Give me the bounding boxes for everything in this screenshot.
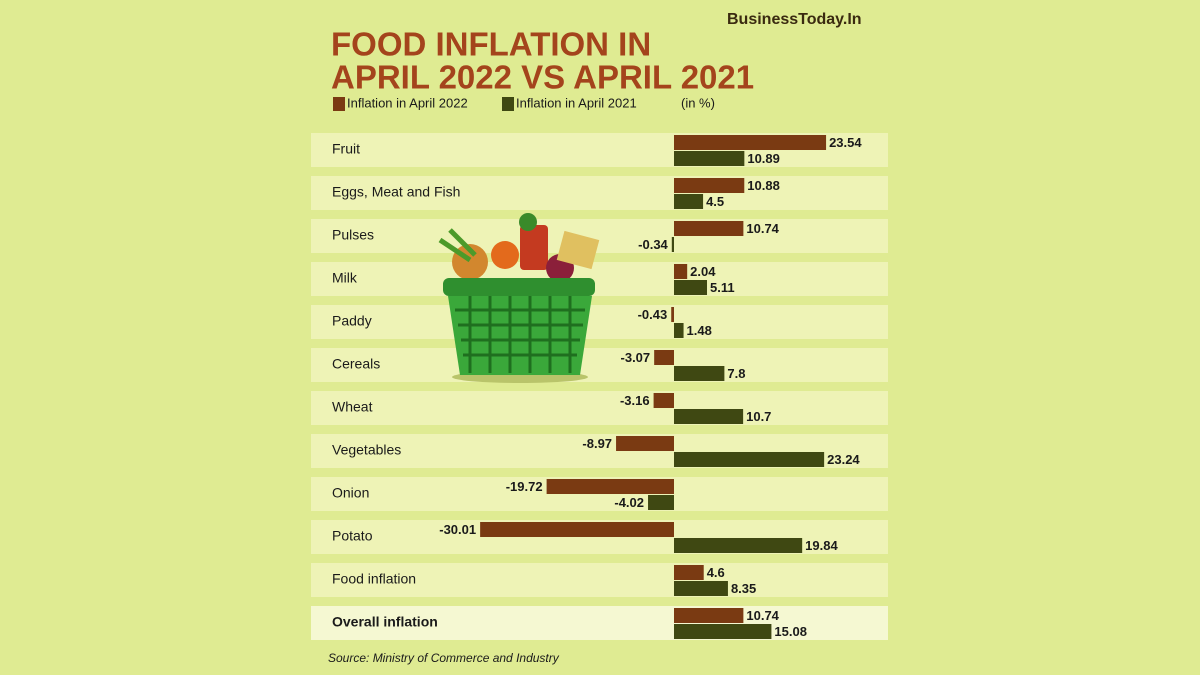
row-band (311, 606, 888, 640)
basket-illustration (438, 213, 600, 383)
row-band (311, 348, 888, 382)
legend-swatch (333, 97, 345, 111)
chart-title: FOOD INFLATION IN (331, 26, 651, 63)
value-label: 10.88 (747, 178, 780, 193)
value-label: 10.74 (746, 608, 779, 623)
row-band (311, 391, 888, 425)
category-label: Wheat (332, 399, 373, 415)
chart-title: APRIL 2022 VS APRIL 2021 (331, 59, 754, 96)
category-label: Onion (332, 485, 369, 501)
bar (654, 350, 674, 365)
bar (674, 538, 803, 553)
category-label: Potato (332, 528, 373, 544)
bar (653, 393, 674, 408)
row-band (311, 176, 888, 210)
value-label: 19.84 (805, 538, 838, 553)
value-label: 15.08 (774, 624, 807, 639)
value-label: -30.01 (439, 522, 476, 537)
brand: BusinessToday.In (727, 11, 862, 28)
value-label: -3.07 (621, 350, 651, 365)
bar (674, 608, 744, 623)
value-label: -8.97 (582, 436, 612, 451)
value-label: 4.5 (706, 194, 724, 209)
legend-label: Inflation in April 2022 (347, 95, 468, 110)
value-label: 4.6 (707, 565, 725, 580)
bar (674, 178, 745, 193)
bar (674, 135, 827, 150)
category-label: Milk (332, 270, 358, 286)
value-label: 10.7 (746, 409, 771, 424)
legend-swatch (502, 97, 514, 111)
value-label: -19.72 (506, 479, 543, 494)
value-label: -3.16 (620, 393, 650, 408)
bar (480, 522, 674, 537)
category-label: Vegetables (332, 442, 401, 458)
value-label: 2.04 (690, 264, 716, 279)
category-label: Pulses (332, 227, 374, 243)
bar (648, 495, 674, 510)
bar (674, 221, 744, 236)
value-label: -4.02 (614, 495, 644, 510)
category-label: Eggs, Meat and Fish (332, 184, 460, 200)
row-band (311, 563, 888, 597)
value-label: 5.11 (710, 280, 735, 295)
bar (674, 565, 704, 580)
legend: Inflation in April 2022 Inflation in Apri… (333, 95, 637, 111)
bar (674, 409, 744, 424)
bar (674, 264, 688, 279)
bar (674, 280, 708, 295)
category-label: Overall inflation (332, 614, 438, 630)
category-label: Cereals (332, 356, 380, 372)
value-label: -0.43 (638, 307, 668, 322)
value-label: 10.74 (746, 221, 779, 236)
unit-note: (in %) (681, 95, 715, 110)
bar (671, 307, 674, 322)
value-label: 23.54 (829, 135, 862, 150)
category-label: Food inflation (332, 571, 416, 587)
bar (616, 436, 674, 451)
value-label: 8.35 (731, 581, 756, 596)
value-label: 23.24 (827, 452, 860, 467)
category-label: Paddy (332, 313, 372, 329)
bar (674, 624, 772, 639)
legend-label: Inflation in April 2021 (516, 95, 637, 110)
bar (674, 151, 745, 166)
bar (674, 581, 728, 596)
bar (674, 452, 825, 467)
row-band (311, 262, 888, 296)
value-label: 7.8 (727, 366, 745, 381)
bar (546, 479, 674, 494)
value-label: 10.89 (747, 151, 780, 166)
source: Source: Ministry of Commerce and Industr… (328, 651, 560, 665)
bar (674, 366, 725, 381)
rows: Fruit 23.54 10.89 Eggs, Meat and Fish 10.88 4… (311, 133, 888, 640)
value-label: 1.48 (687, 323, 712, 338)
category-label: Fruit (332, 141, 360, 157)
bar (674, 323, 684, 338)
bar (674, 194, 704, 209)
value-label: -0.34 (638, 237, 668, 252)
row-band (311, 305, 888, 339)
row-band (311, 219, 888, 253)
bar (671, 237, 674, 252)
